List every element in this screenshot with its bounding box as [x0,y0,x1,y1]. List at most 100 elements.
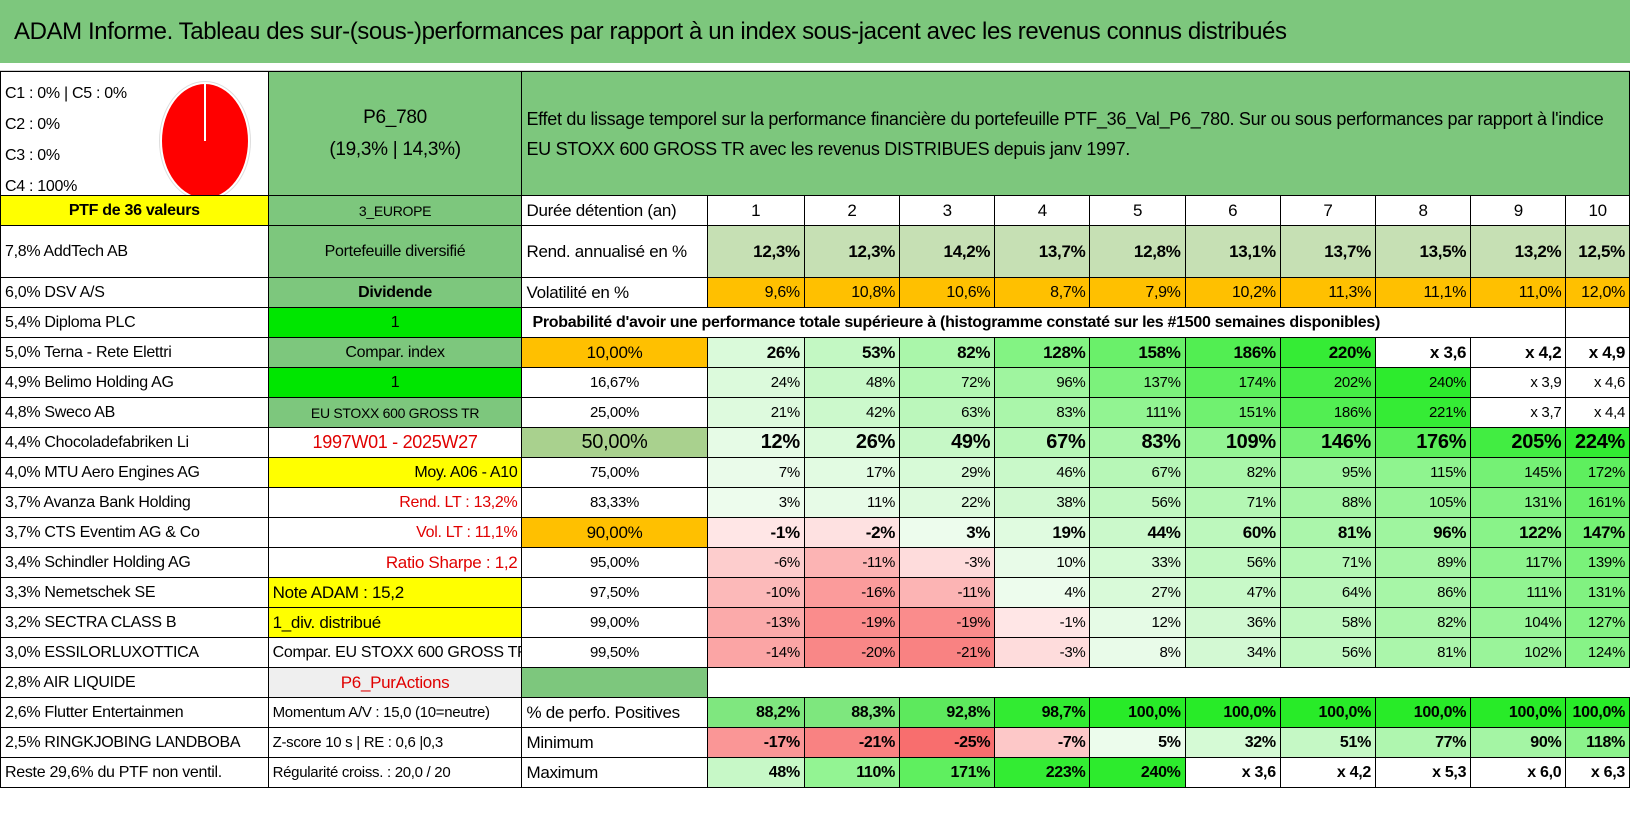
holding-row-label: 2,6% Flutter Entertainmen [0,697,269,728]
probability-value: 105% [1374,487,1472,518]
side-info: 1 [267,367,523,398]
probability-value: 22% [899,487,996,518]
minimum-value: 77% [1374,727,1472,758]
pie-legend-line: C4 : 100% [5,178,78,195]
probability-value: 63% [899,397,996,428]
holding-row-label: 7,8% AddTech AB [0,225,269,278]
portfolio-code: P6_780 [363,106,427,128]
probability-level: 83,33% [521,487,708,518]
probability-value: 95% [1279,457,1377,488]
annual-return-label: Rend. annualisé en % [521,225,708,278]
probability-value: 224% [1565,427,1630,458]
probability-level: 97,50% [521,577,708,608]
description: Effet du lissage temporel sur la perform… [521,71,1630,196]
portfolio-size: PTF de 36 valeurs [0,195,269,226]
probability-value: 71% [1184,487,1281,518]
region-label: 3_EUROPE [267,195,523,226]
probability-level: 25,00% [521,397,708,428]
positive-share-value: 92,8% [899,697,996,728]
probability-value: 26% [706,337,805,368]
probability-value: 44% [1089,517,1186,548]
side-info: Moy. A06 - A10 [267,457,523,488]
probability-value: 147% [1565,517,1630,548]
probability-value: -3% [899,547,996,578]
probability-value: 27% [1089,577,1186,608]
volatility-value: 11,0% [1470,277,1567,308]
volatility-value: 7,9% [1089,277,1186,308]
side-info: 1_div. distribué [267,607,523,638]
minimum-value: -17% [706,727,805,758]
empty-cell [521,667,708,698]
table-row: 3,0% ESSILORLUXOTTICA Compar. EU STOXX 60… [0,637,1630,668]
positive-share-label: % de perfo. Positives [521,697,708,728]
side-info: Momentum A/V : 15,0 (10=neutre) [267,697,523,728]
pie-legend-line: C2 : 0% [5,116,60,133]
positive-share-value: 98,7% [994,697,1091,728]
probability-value: -19% [899,607,996,638]
maximum-value: 240% [1089,757,1186,788]
probability-value: 137% [1089,367,1186,398]
annual-return-value: 13,7% [1279,225,1377,278]
side-info: Régularité croiss. : 20,0 / 20 [267,757,523,788]
volatility-value: 12,0% [1565,277,1630,308]
probability-value: x 4,9 [1565,337,1630,368]
probability-value: 221% [1374,397,1472,428]
probability-value: x 3,9 [1470,367,1567,398]
minimum-value: -21% [803,727,901,758]
pie-legend-line: C3 : 0% [5,147,60,164]
year-header: 2 [803,195,901,226]
probability-value: 96% [1374,517,1472,548]
empty-cell [1565,307,1630,338]
annual-return-value: 12,5% [1565,225,1630,278]
probability-value: 67% [1089,457,1186,488]
maximum-label: Maximum [521,757,708,788]
probability-value: -14% [706,637,805,668]
probability-value: 8% [1089,637,1186,668]
probability-value: -1% [994,607,1091,638]
probability-value: 12% [1089,607,1186,638]
probability-value: -2% [803,517,901,548]
probability-value: 88% [1279,487,1377,518]
probability-value: x 3,6 [1374,337,1472,368]
probability-level: 50,00% [521,427,708,458]
probability-value: 7% [706,457,805,488]
side-info: Compar. index [267,337,523,368]
empty-cell [707,668,1629,698]
table-row: 7,8% AddTech AB Portefeuille diversifié Re… [0,225,1630,278]
probability-value: 128% [994,337,1091,368]
side-info: Vol. LT : 11,1% [267,517,523,548]
probability-value: -21% [899,637,996,668]
probability-value: 220% [1279,337,1377,368]
holding-row-label: 2,5% RINGKJOBING LANDBOBA [0,727,269,758]
year-header: 6 [1184,195,1281,226]
probability-value: 56% [1184,547,1281,578]
probability-value: 46% [994,457,1091,488]
probability-value: 36% [1184,607,1281,638]
probability-level: 90,00% [521,517,708,548]
annual-return-value: 13,7% [994,225,1091,278]
probability-value: 33% [1089,547,1186,578]
holding-row-label: 3,2% SECTRA CLASS B [0,607,269,638]
probability-value: 122% [1470,517,1567,548]
probability-value: 186% [1279,397,1377,428]
year-header: 7 [1279,195,1377,226]
probability-value: 102% [1470,637,1567,668]
probability-value: 205% [1470,427,1567,458]
positive-share-value: 100,0% [1565,697,1630,728]
probability-level: 99,00% [521,607,708,638]
probability-value: 86% [1374,577,1472,608]
probability-value: -1% [706,517,805,548]
probability-value: 19% [994,517,1091,548]
minimum-value: 90% [1470,727,1567,758]
volatility-value: 10,6% [899,277,996,308]
positive-share-value: 100,0% [1089,697,1186,728]
table-row: 6,0% DSV A/S Dividende Volatilité en % 9,6%… [0,277,1630,308]
side-info: Portefeuille diversifié [267,225,523,278]
side-info: P6_PurActions [267,667,523,698]
probability-value: 202% [1279,367,1377,398]
holding-duration-label: Durée détention (an) [521,195,708,226]
year-header: 5 [1089,195,1186,226]
probability-value: 67% [994,427,1091,458]
table-row: 4,0% MTU Aero Engines AG Moy. A06 - A10 75… [0,457,1630,488]
probability-value: 71% [1279,547,1377,578]
